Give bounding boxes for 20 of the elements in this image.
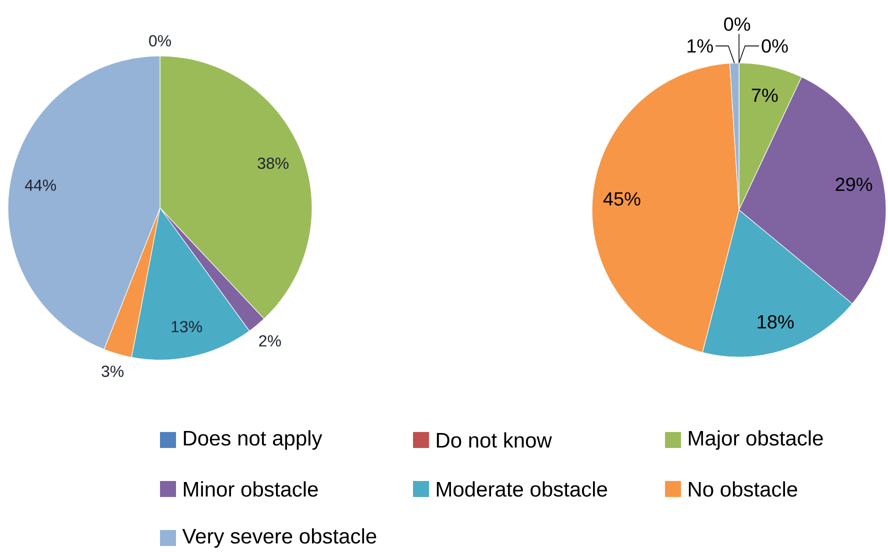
legend-label: Very severe obstacle (182, 528, 376, 548)
legend-label: Minor obstacle (184, 481, 318, 497)
data-label: 18% (758, 315, 794, 329)
data-label: 13% (172, 321, 202, 332)
data-label: 3% (102, 366, 124, 377)
data-label: 29% (836, 178, 872, 192)
text: 0% (762, 39, 788, 53)
legend-label: Moderate obstacle (436, 481, 608, 497)
legend-label: No obstacle (688, 481, 798, 497)
text: 0% (724, 17, 750, 31)
text: 0% (149, 35, 171, 46)
legend-label: Do not know (436, 432, 552, 448)
legend-label: Does not apply (184, 430, 322, 450)
data-label: 7% (752, 88, 778, 102)
data-label: 2% (259, 335, 281, 347)
legend-label: Major obstacle (688, 430, 823, 450)
data-label: 44% (24, 180, 56, 191)
data-label: 1% (688, 39, 713, 53)
data-label: 45% (603, 192, 640, 206)
data-label: 38% (258, 158, 288, 169)
